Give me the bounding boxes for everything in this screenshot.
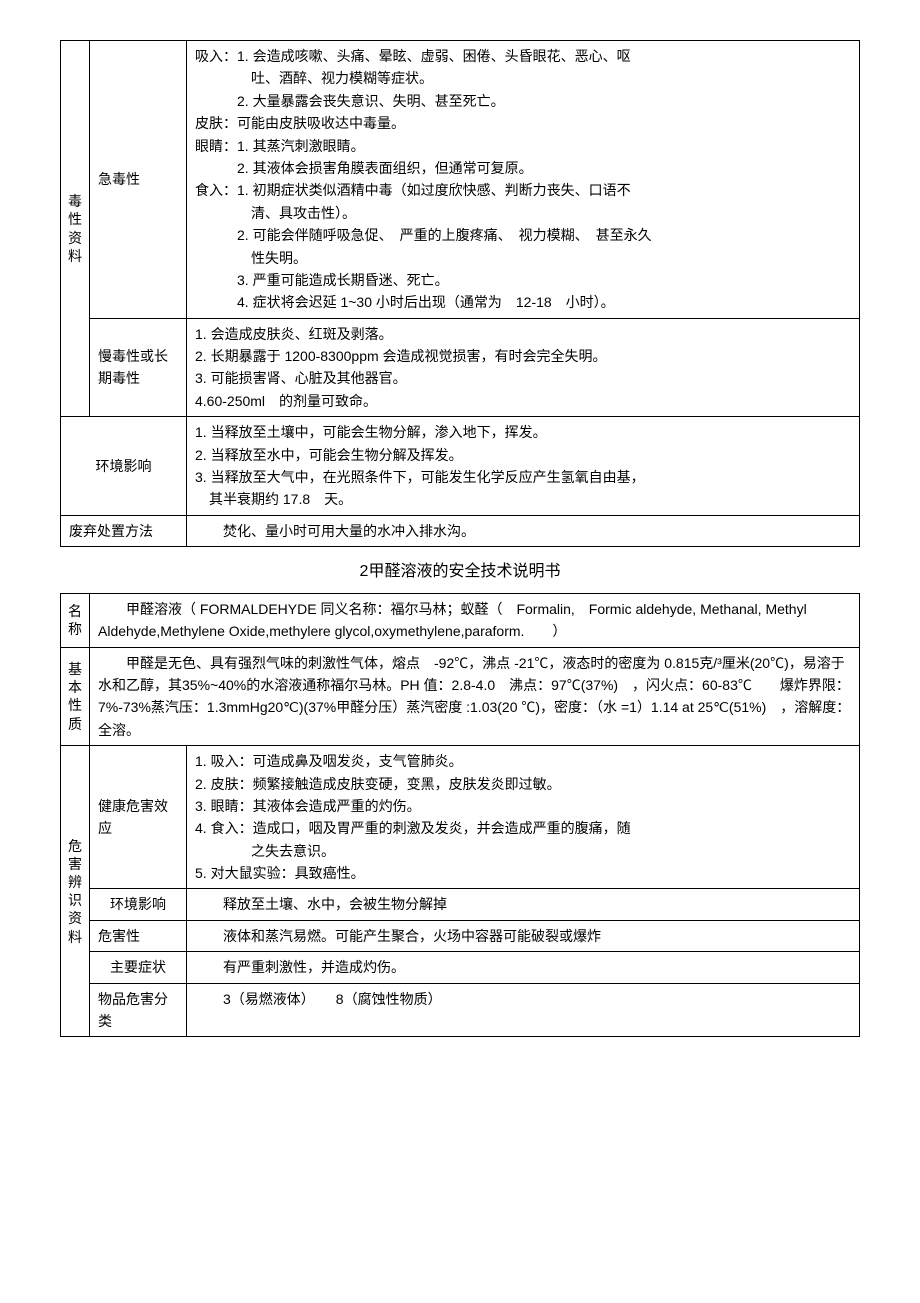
sub-danger: 危害性 xyxy=(90,920,187,951)
symptom-content: 有严重刺激性，并造成灼伤。 xyxy=(187,952,860,983)
sub-env2: 环境影响 xyxy=(90,889,187,920)
cat-hazard: 危 害 辨 识 资 料 xyxy=(61,746,90,1037)
toxicity-table: 毒 性 资 料 急毒性 吸入：1. 会造成咳嗽、头痛、晕眩、虚弱、困倦、头昏眼花… xyxy=(60,40,860,547)
formaldehyde-table: 名 称 甲醛溶液（ FORMALDEHYDE 同义名称：福尔马林；蚁醛（ For… xyxy=(60,593,860,1038)
cat-name: 名 称 xyxy=(61,593,90,647)
chronic-content: 1. 会造成皮肤炎、红斑及剥落。 2. 长期暴露于 1200-8300ppm 会… xyxy=(187,318,860,417)
danger-content: 液体和蒸汽易燃。可能产生聚合，火场中容器可能破裂或爆炸 xyxy=(187,920,860,951)
health-content: 1. 吸入：可造成鼻及咽发炎，支气管肺炎。 2. 皮肤：频繁接触造成皮肤变硬，变… xyxy=(187,746,860,889)
cat-basic: 基 本 性 质 xyxy=(61,647,90,746)
sub-symptom: 主要症状 xyxy=(90,952,187,983)
label-disposal: 废弃处置方法 xyxy=(61,515,187,546)
env2-content: 释放至土壤、水中，会被生物分解掉 xyxy=(187,889,860,920)
sub-chronic: 慢毒性或长期毒性 xyxy=(90,318,187,417)
label-env: 环境影响 xyxy=(61,417,187,516)
sub-health: 健康危害效应 xyxy=(90,746,187,889)
section-title-2: 2甲醛溶液的安全技术说明书 xyxy=(60,559,860,585)
acute-content: 吸入：1. 会造成咳嗽、头痛、晕眩、虚弱、困倦、头昏眼花、恶心、呕 吐、酒醉、视… xyxy=(187,41,860,319)
env-content: 1. 当释放至土壤中，可能会生物分解，渗入地下，挥发。 2. 当释放至水中，可能… xyxy=(187,417,860,516)
sub-class: 物品危害分类 xyxy=(90,983,187,1037)
cat-toxicity: 毒 性 资 料 xyxy=(61,41,90,417)
disposal-content: 焚化、量小时可用大量的水冲入排水沟。 xyxy=(187,515,860,546)
sub-acute: 急毒性 xyxy=(90,41,187,319)
class-content: 3（易燃液体） 8（腐蚀性物质） xyxy=(187,983,860,1037)
name-content: 甲醛溶液（ FORMALDEHYDE 同义名称：福尔马林；蚁醛（ Formali… xyxy=(90,593,860,647)
basic-content: 甲醛是无色、具有强烈气味的刺激性气体，熔点 -92℃，沸点 -21℃，液态时的密… xyxy=(90,647,860,746)
